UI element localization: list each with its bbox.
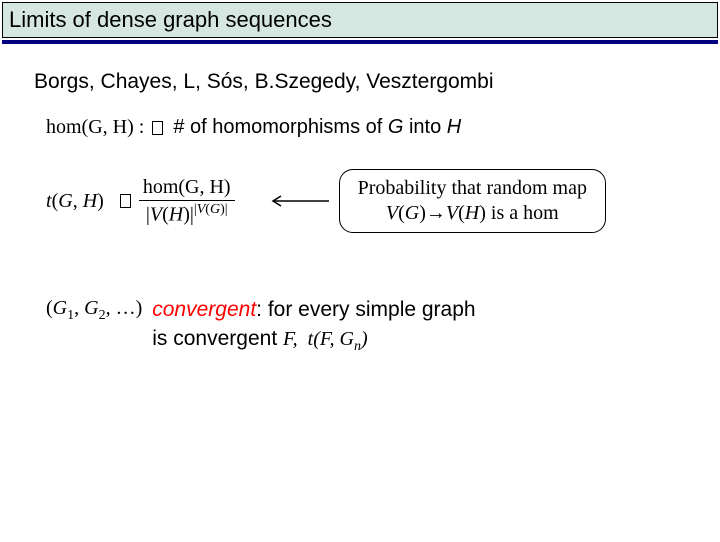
title-underline [2, 40, 718, 44]
t-formula: t(G, H) hom(G, H) |V(H)||V(G)| [46, 175, 235, 227]
hom-definition: hom(G, H) : # of homomorphisms of G into… [46, 116, 720, 139]
slide-title: Limits of dense graph sequences [9, 7, 332, 32]
hom-lhs: hom(G, H) : [46, 116, 144, 139]
placeholder-box-icon [120, 194, 131, 208]
t-denominator: |V(H)||V(G)| [142, 201, 232, 227]
placeholder-box-icon [152, 121, 163, 135]
callout-line2: V(G)→V(H) is a hom [358, 201, 587, 226]
convergent-line1: for every simple graph [268, 298, 476, 321]
t-definition-row: t(G, H) hom(G, H) |V(H)||V(G)| Probabili… [46, 169, 720, 233]
convergent-sep: : [256, 298, 268, 321]
arrow-left-icon [271, 195, 331, 207]
convergent-line2: is convergent [152, 327, 277, 350]
callout-line1: Probability that random map [358, 176, 587, 201]
hom-desc: # of homomorphisms of G into H [173, 116, 461, 139]
t-numerator: hom(G, H) [139, 175, 235, 201]
t-lhs: t(G, H) [46, 190, 104, 213]
probability-callout: Probability that random map V(G)→V(H) is… [339, 169, 606, 233]
t-fraction: hom(G, H) |V(H)||V(G)| [139, 175, 235, 227]
authors-line: Borgs, Chayes, L, Sós, B.Szegedy, Veszte… [34, 70, 720, 94]
convergent-text: convergent: for every simple graph is co… [152, 295, 475, 357]
sequence: (G1, G2, …) [46, 295, 142, 324]
callout-map: V [386, 202, 398, 224]
convergent-block: (G1, G2, …) convergent: for every simple… [46, 295, 720, 357]
convergent-formula: F, t(F, Gn) [283, 328, 368, 350]
convergent-label: convergent [152, 298, 256, 321]
slide-title-bar: Limits of dense graph sequences [2, 2, 718, 38]
